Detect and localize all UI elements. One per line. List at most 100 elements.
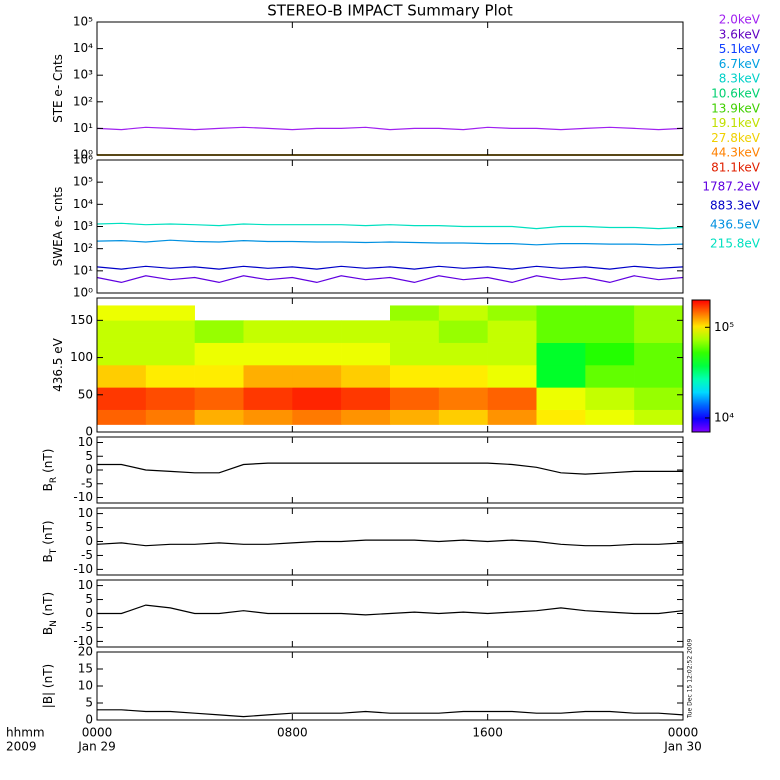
heatmap-cell bbox=[585, 305, 635, 321]
y-tick-label: -10 bbox=[73, 490, 93, 504]
y-tick-label: 20 bbox=[78, 645, 93, 659]
y-axis-label-main: STE e- Cnts bbox=[51, 54, 65, 123]
heatmap-cell bbox=[438, 365, 488, 388]
heatmap-cell bbox=[341, 387, 391, 410]
x-axis-title: 2009 bbox=[6, 740, 37, 754]
y-axis-label: 436.5 eV bbox=[51, 337, 65, 392]
series-line bbox=[96, 265, 684, 270]
y-tick-label: 0 bbox=[85, 463, 93, 477]
heatmap-cell bbox=[292, 387, 342, 410]
colorbar-tick-label: 10⁴ bbox=[714, 410, 734, 424]
y-axis-label: BR (nT) bbox=[41, 449, 59, 492]
y-tick-label: 10³ bbox=[73, 219, 93, 233]
heatmap-cell bbox=[438, 305, 488, 321]
heatmap-cell bbox=[390, 320, 440, 343]
y-tick-label: 10 bbox=[78, 578, 93, 592]
series-line bbox=[96, 126, 684, 131]
heatmap-cell bbox=[292, 365, 342, 388]
heatmap-cell bbox=[634, 305, 684, 321]
heatmap-cell bbox=[292, 409, 342, 425]
heatmap-cell bbox=[292, 320, 342, 343]
panel-frame bbox=[96, 21, 684, 156]
y-axis-label-sub: T bbox=[49, 548, 59, 555]
panel-frame bbox=[96, 436, 684, 504]
heatmap-cell bbox=[585, 342, 635, 366]
legend-entry: 6.7keV bbox=[719, 57, 761, 71]
y-axis-label: SWEA e- cnts bbox=[51, 187, 65, 267]
heatmap-cell bbox=[536, 365, 586, 388]
heatmap-cell bbox=[145, 409, 195, 425]
heatmap-cell bbox=[634, 365, 684, 388]
y-axis-label-main: SWEA e- cnts bbox=[51, 187, 65, 267]
panel-frame bbox=[96, 651, 684, 721]
y-tick-label: 0 bbox=[85, 425, 93, 439]
series-line bbox=[97, 604, 684, 616]
heatmap-cell bbox=[487, 320, 537, 343]
heatmap-cell bbox=[97, 387, 147, 410]
heatmap-cell bbox=[97, 409, 147, 425]
series-line bbox=[96, 222, 684, 230]
y-tick-label: 10⁵ bbox=[73, 175, 93, 189]
y-axis-label-unit: (nT) bbox=[41, 449, 55, 473]
legend-entry: 2.0keV bbox=[719, 13, 761, 27]
y-tick-label: 5 bbox=[85, 592, 93, 606]
heatmap-cell bbox=[341, 342, 391, 366]
x-tick-label: 0000 bbox=[668, 726, 699, 740]
y-tick-label: 10⁴ bbox=[73, 41, 93, 55]
y-tick-label: 10 bbox=[78, 435, 93, 449]
heatmap-cell bbox=[438, 409, 488, 425]
y-tick-label: 10² bbox=[73, 94, 93, 108]
y-tick-label: 10 bbox=[78, 679, 93, 693]
heatmap-cell bbox=[390, 365, 440, 388]
heatmap-cell bbox=[341, 320, 391, 343]
y-tick-label: 10² bbox=[73, 241, 93, 255]
series-line bbox=[97, 709, 684, 718]
legend-entry: 81.1keV bbox=[711, 161, 761, 175]
y-tick-label: 10⁶ bbox=[73, 153, 93, 167]
y-axis-label-main: |B| (nT) bbox=[41, 664, 55, 708]
y-tick-label: -10 bbox=[73, 634, 93, 648]
heatmap-cell bbox=[341, 365, 391, 388]
y-tick-label: 5 bbox=[85, 449, 93, 463]
y-axis-label-main: 436.5 eV bbox=[51, 337, 65, 392]
heatmap-cell bbox=[536, 305, 586, 321]
y-tick-label: 0 bbox=[85, 713, 93, 727]
panel bbox=[97, 305, 684, 425]
legend-entry: 1787.2eV bbox=[702, 180, 760, 194]
legend-entry: 215.8eV bbox=[710, 237, 761, 251]
y-tick-label: 5 bbox=[85, 520, 93, 534]
y-tick-label: 5 bbox=[85, 696, 93, 710]
heatmap-cell bbox=[243, 342, 293, 366]
heatmap-cell bbox=[438, 387, 488, 410]
y-tick-label: 15 bbox=[78, 662, 93, 676]
heatmap-cell bbox=[341, 409, 391, 425]
heatmap-cell bbox=[390, 409, 440, 425]
heatmap-cell bbox=[487, 342, 537, 366]
series-line bbox=[96, 239, 684, 246]
heatmap-cell bbox=[487, 305, 537, 321]
heatmap-cell bbox=[243, 387, 293, 410]
y-tick-label: 10⁵ bbox=[73, 15, 93, 29]
legend-entry: 13.9keV bbox=[711, 101, 761, 115]
y-axis-label: BN (nT) bbox=[41, 592, 59, 635]
series-line bbox=[97, 462, 683, 475]
y-axis-label: STE e- Cnts bbox=[51, 54, 65, 123]
heatmap-cell bbox=[145, 365, 195, 388]
x-date-label: Jan 30 bbox=[663, 740, 702, 754]
heatmap-cell bbox=[243, 409, 293, 425]
heatmap-cell bbox=[634, 387, 684, 410]
y-axis-label-sub: N bbox=[49, 620, 59, 627]
heatmap-cell bbox=[97, 365, 147, 388]
heatmap-cell bbox=[390, 387, 440, 410]
heatmap-cell bbox=[292, 342, 342, 366]
legend-entry: 8.3keV bbox=[719, 72, 761, 86]
y-tick-label: 10³ bbox=[73, 68, 93, 82]
panel bbox=[96, 126, 684, 156]
heatmap-cell bbox=[536, 320, 586, 343]
heatmap-cell bbox=[585, 409, 635, 425]
y-tick-label: 10 bbox=[78, 506, 93, 520]
y-tick-label: -10 bbox=[73, 562, 93, 576]
y-tick-label: 10⁰ bbox=[73, 286, 93, 300]
x-tick-label: 1600 bbox=[472, 726, 503, 740]
